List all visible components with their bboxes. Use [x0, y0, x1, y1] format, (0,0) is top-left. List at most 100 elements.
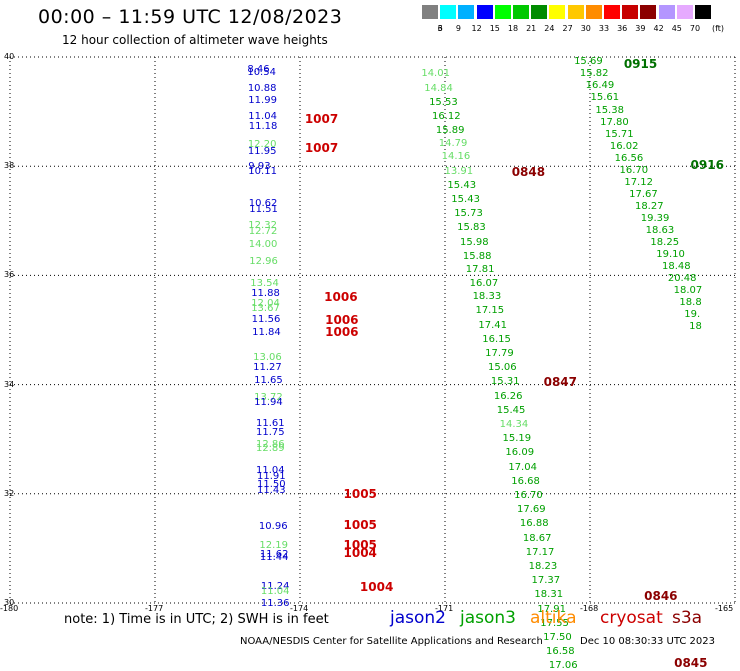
wave-height-label: 11.36 [260, 598, 290, 610]
credit-line: NOAA/NESDIS Center for Satellite Applica… [240, 636, 543, 647]
legend-label: 24 [544, 24, 555, 33]
wave-height-label: 16.12 [431, 111, 461, 123]
wave-height-label: 16.88 [519, 518, 549, 530]
wave-height-label: 20.48 [667, 272, 697, 284]
wave-height-label: 17.81 [465, 263, 495, 275]
satellite-jason2: jason2 [390, 608, 446, 628]
legend-swatch [531, 5, 548, 19]
x-tick-label: -180 [0, 604, 19, 613]
legend-label: 30 [580, 24, 591, 33]
legend-swatch [658, 5, 675, 19]
wave-height-label: 11.99 [248, 94, 277, 106]
wave-height-label: 15.31 [490, 376, 520, 388]
y-tick-label: 38 [4, 161, 15, 171]
wave-height-label: 14.01 [421, 68, 450, 80]
wave-height-label: 19. [684, 308, 701, 320]
wave-height-label: 17.79 [485, 348, 514, 360]
wave-height-label: 10.62 [248, 198, 278, 210]
wave-height-label: 17.15 [475, 305, 505, 317]
legend-label: 18 [507, 24, 519, 33]
wave-height-label: 16.26 [493, 390, 523, 402]
legend-label: 3 [437, 24, 443, 33]
wave-height-label: 15.06 [488, 362, 517, 374]
wave-height-label: 11.94 [254, 397, 283, 409]
wave-height-label: 11.84 [252, 327, 281, 339]
y-tick-label: 40 [4, 52, 15, 61]
wave-height-label: 8.46 [247, 64, 270, 76]
pass-time-label: 0845 [674, 656, 708, 671]
wave-height-label: 11.91 [257, 471, 286, 483]
satellite-cryosat: cryosat [600, 608, 663, 628]
wave-height-label: 15.43 [447, 179, 477, 191]
legend-unit: (ft) [712, 24, 725, 33]
pass-time-label: 0915 [623, 56, 658, 71]
wave-height-label: 11.50 [257, 479, 286, 491]
wave-height-label: 11.62 [259, 548, 289, 560]
satellite-jason3: jason3 [460, 608, 516, 628]
wave-height-label: 16.02 [609, 140, 639, 152]
legend-label: 6 [437, 24, 443, 33]
wave-height-label: 17.55 [540, 617, 569, 629]
map-subtitle: 12 hour collection of altimeter wave hei… [62, 33, 328, 47]
wave-height-label: 16.58 [546, 646, 575, 658]
wave-height-label: 15.83 [457, 222, 486, 234]
wave-height-label: 17.04 [508, 461, 537, 473]
legend-label: 27 [562, 24, 573, 33]
timestamp: Dec 10 08:30:33 UTC 2023 [580, 636, 715, 647]
wave-height-label: 16.68 [511, 475, 540, 487]
wave-height-label: 11.04 [256, 464, 285, 476]
pass-time-label: 1005 [343, 486, 377, 501]
wave-height-label: 15.45 [496, 404, 526, 416]
y-tick-label: 36 [4, 270, 15, 280]
pass-time-label: 1004 [359, 579, 394, 594]
wave-height-label: 16.15 [482, 333, 511, 345]
legend-swatch [640, 5, 657, 19]
wave-height-label: 15.53 [429, 96, 458, 108]
legend-swatch [422, 5, 438, 19]
legend-swatch [567, 5, 584, 19]
wave-height-label: 15.43 [451, 194, 480, 206]
legend-label: 15 [489, 24, 500, 33]
legend-label: 9 [455, 24, 461, 33]
wave-height-label: 13.91 [444, 165, 474, 177]
legend-swatch [549, 5, 566, 19]
legend-swatch [440, 5, 457, 19]
wave-height-label: 18.31 [534, 589, 564, 601]
wave-height-label: 12.20 [247, 139, 277, 151]
wave-height-label: 11.88 [251, 287, 280, 299]
wave-height-label: 16.09 [505, 447, 535, 459]
y-tick-label: 34 [4, 379, 15, 389]
wave-height-label: 18.8 [679, 296, 702, 308]
wave-height-label: 11.04 [260, 586, 290, 598]
pass-time-label: 0846 [644, 589, 678, 604]
wave-height-label: 16.70 [514, 489, 543, 501]
wave-height-label: 16.49 [585, 80, 615, 92]
y-tick-label: 30 [4, 598, 15, 607]
x-tick-label: -168 [580, 604, 599, 613]
wave-height-label: 16.07 [469, 278, 499, 290]
wave-height-label: 13.54 [250, 277, 279, 289]
legend-swatch [604, 5, 620, 19]
wave-height-label: 15.69 [574, 56, 603, 68]
x-tick-label: -171 [435, 604, 454, 613]
x-tick-label: -177 [145, 604, 164, 613]
wave-height-label: 15.98 [460, 236, 489, 248]
legend-swatch [585, 5, 602, 19]
wave-height-label: 18.48 [662, 260, 691, 272]
wave-height-label: 12.19 [259, 540, 289, 552]
wave-height-label: 11.44 [259, 552, 289, 564]
wave-height-label: 12.96 [249, 256, 278, 268]
footnote: note: 1) Time is in UTC; 2) SWH is in fe… [64, 612, 329, 627]
pass-time-label: 1007 [304, 140, 339, 155]
wave-height-label: 17.69 [517, 504, 546, 516]
x-tick-label: -174 [290, 604, 309, 613]
wave-height-label: 15.19 [502, 433, 532, 445]
map-plot [9, 56, 736, 604]
wave-height-label: 18.63 [645, 224, 675, 236]
pass-time-label: 0916 [690, 158, 724, 173]
legend-label: 70 [689, 24, 701, 33]
wave-height-label: 15.82 [579, 68, 609, 80]
wave-height-label: 18.07 [673, 284, 703, 296]
legend-swatch [622, 5, 639, 19]
legend-label: 36 [617, 24, 628, 33]
